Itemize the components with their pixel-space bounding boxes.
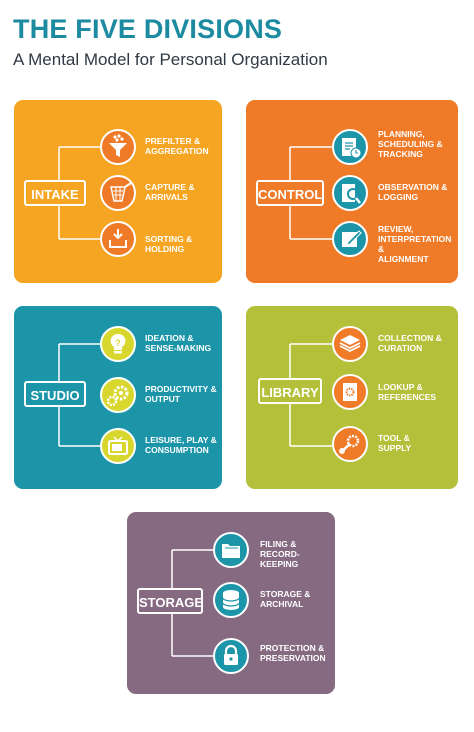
padlock-icon <box>213 638 249 674</box>
reference-book-icon <box>332 374 368 410</box>
funnel-icon <box>100 129 136 165</box>
intake-item-3: SORTING & HOLDING <box>145 234 193 254</box>
studio-item-3: LEISURE, PLAY & CONSUMPTION <box>145 435 217 455</box>
storage-item-1: FILING & RECORD-KEEPING <box>260 539 300 569</box>
intake-label: INTAKE <box>24 180 86 206</box>
studio-item-1: IDEATION & SENSE-MAKING <box>145 333 212 353</box>
library-label: LIBRARY <box>258 378 322 404</box>
intake-item-2: CAPTURE & ARRIVALS <box>145 182 195 202</box>
tools-icon <box>332 426 368 462</box>
storage-card: STORAGE FILING & RECORD-KEEPING STORAGE &… <box>127 512 335 694</box>
page-title: THE FIVE DIVISIONS <box>13 14 283 44</box>
control-card: CONTROL PLANNING, SCHEDULING & TRACKING OB… <box>246 100 458 283</box>
control-item-1: PLANNING, SCHEDULING & TRACKING <box>378 129 443 159</box>
layers-icon <box>332 326 368 362</box>
database-icon <box>213 582 249 618</box>
inbox-tray-icon <box>100 221 136 257</box>
lightbulb-icon: ? <box>100 326 136 362</box>
library-card: LIBRARY COLLECTION & CURATION LOOKUP & REF… <box>246 306 458 489</box>
intake-item-1: PREFILTER & AGGREGATION <box>145 136 209 156</box>
storage-item-3: PROTECTION & PRESERVATION <box>260 643 326 663</box>
library-item-2: LOOKUP & REFERENCES <box>378 382 437 402</box>
tv-icon <box>100 428 136 464</box>
storage-label: STORAGE <box>137 588 203 614</box>
pencil-pad-icon <box>332 221 368 257</box>
net-icon <box>100 175 136 211</box>
studio-item-2: PRODUCTIVITY & OUTPUT <box>145 384 217 404</box>
library-item-3: TOOL & SUPPLY <box>378 433 412 453</box>
control-label: CONTROL <box>256 180 324 206</box>
studio-label: STUDIO <box>24 381 86 407</box>
page-subtitle: A Mental Model for Personal Organization <box>13 50 328 69</box>
library-item-1: COLLECTION & CURATION <box>378 333 442 353</box>
intake-card: INTAKE PREFILTER & AGGREGATION CAPTURE & A… <box>14 100 222 283</box>
document-magnifier-icon <box>332 175 368 211</box>
svg-text:?: ? <box>115 338 121 348</box>
clipboard-clock-icon <box>332 129 368 165</box>
control-item-2: OBSERVATION & LOGGING <box>378 182 448 202</box>
studio-card: STUDIO ? IDEATION & SENSE-MAKING PRODUCTI… <box>14 306 222 489</box>
gears-icon <box>100 377 136 413</box>
storage-item-2: STORAGE & ARCHIVAL <box>260 589 311 609</box>
folder-icon <box>213 532 249 568</box>
control-item-3: REVIEW, INTERPRETATION & ALIGNMENT <box>378 224 452 264</box>
